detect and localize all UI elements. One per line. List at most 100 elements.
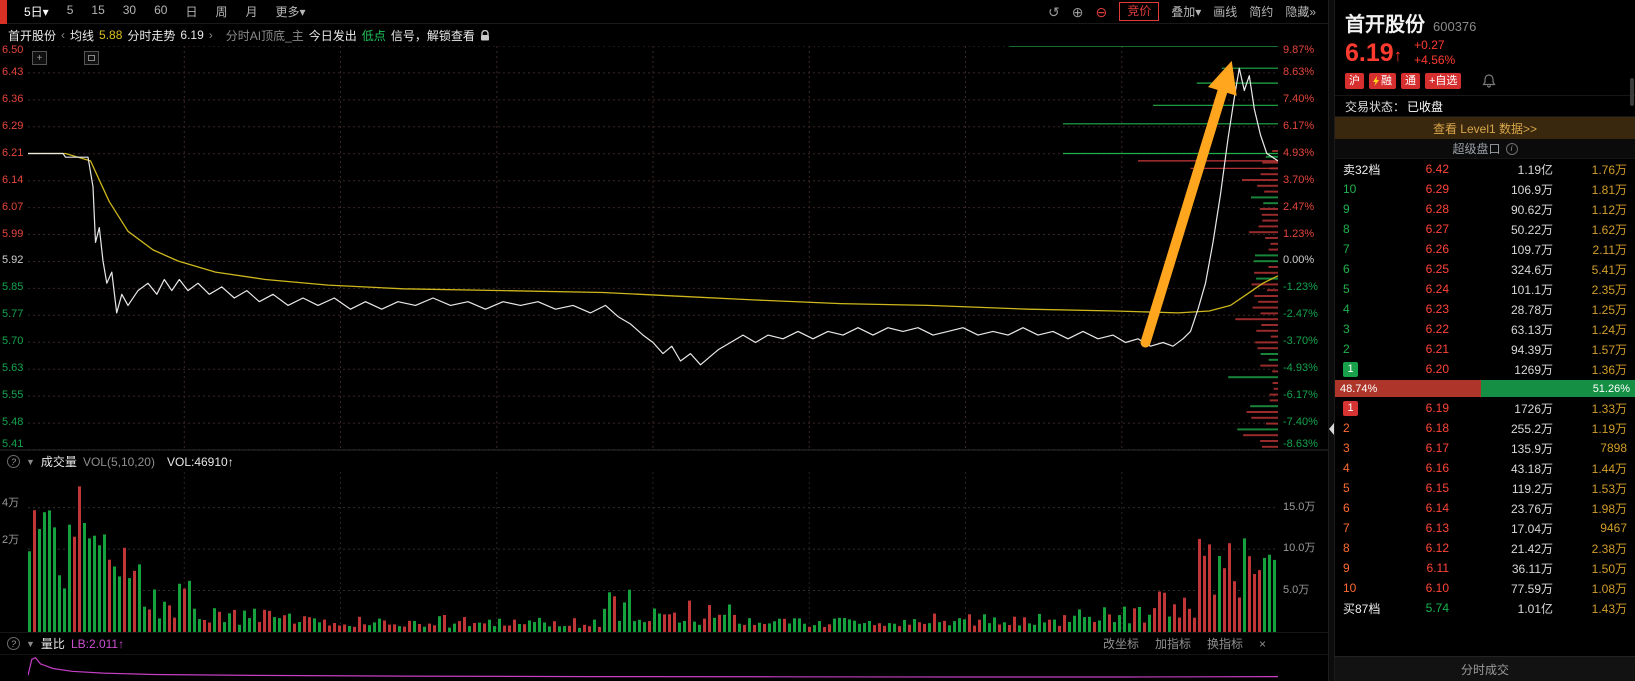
period-tab-3[interactable]: 30 <box>122 3 137 17</box>
period-tab-7[interactable]: 月 <box>245 5 258 19</box>
stock-code: 600376 <box>1433 19 1477 34</box>
buy-row[interactable]: 6 6.14 23.76万 1.98万 <box>1343 501 1627 516</box>
axis-label: 6.17% <box>1283 119 1315 132</box>
auction-button[interactable]: 竞价 <box>1119 2 1160 21</box>
volume-plot[interactable] <box>28 472 1278 632</box>
period-tab-4[interactable]: 60 <box>154 3 168 17</box>
top-toolbar: 5日▾ 5 15 30 60 日 周 月 更多▾ ↺ ⊕ ⊖ 竞价 叠加▾ 画线 简约 隐藏» <box>0 0 1328 24</box>
sell-row[interactable]: 5 6.24 101.1万 2.35万 <box>1343 282 1627 297</box>
tab-tick-trades[interactable]: 分时成交 <box>1335 656 1635 681</box>
volume-axis-label: 2万 <box>2 534 20 546</box>
draw-line-button[interactable]: 画线 <box>1213 5 1238 19</box>
next-indicator-arrow[interactable]: › <box>208 28 213 42</box>
period-tab-5[interactable]: 日 <box>185 5 198 19</box>
buy-row[interactable]: 3 6.17 135.9万 7898 <box>1343 441 1627 456</box>
zoom-out-icon[interactable]: ⊖ <box>1095 3 1108 20</box>
lb-value: LB:2.011↑ <box>70 636 125 651</box>
help-icon[interactable]: ? <box>7 637 20 650</box>
signal-text-pre: 今日发出 <box>308 28 357 43</box>
crosshair-tool-icon[interactable]: + <box>32 51 47 65</box>
sell-row[interactable]: 7 6.26 109.7万 2.11万 <box>1343 242 1627 257</box>
close-icon[interactable]: × <box>1258 636 1266 651</box>
panel-collapse-strip[interactable] <box>1328 0 1335 681</box>
panel-scrollbar[interactable] <box>1630 78 1634 106</box>
info-icon[interactable]: i <box>1505 142 1518 155</box>
axis-label: -6.17% <box>1283 389 1318 402</box>
footer-tool-1[interactable]: 加指标 <box>1154 637 1191 651</box>
sell-row[interactable]: 6 6.25 324.6万 5.41万 <box>1343 262 1627 277</box>
axis-label: 6.50 <box>2 44 24 56</box>
quote-panel: 首开股份 600376 6.19↑ +0.27 +4.56% 沪融通 +自选 交易… <box>1335 0 1635 681</box>
axis-label: 6.07 <box>2 200 24 213</box>
overlay-button[interactable]: 叠加▾ <box>1171 5 1202 19</box>
sell-row[interactable]: 8 6.27 50.22万 1.62万 <box>1343 222 1627 237</box>
period-tab-6[interactable]: 周 <box>215 5 228 19</box>
buy-row[interactable]: 7 6.13 17.04万 9467 <box>1343 521 1627 536</box>
axis-label: 6.14 <box>2 173 24 186</box>
percent-axis-right: 9.87% 8.63% 7.40% 6.17% 4.93% 3.70% 2.47% 1.23%… <box>1278 45 1328 450</box>
buy-row[interactable]: 4 6.16 43.18万 1.44万 <box>1343 461 1627 476</box>
status-label: 交易状态： <box>1345 99 1406 114</box>
buy-row[interactable]: 9 6.11 36.11万 1.50万 <box>1343 561 1627 576</box>
alert-bell-icon[interactable] <box>1482 73 1496 89</box>
axis-label: 5.77 <box>2 308 24 321</box>
sell-row[interactable]: 3 6.22 63.13万 1.24万 <box>1343 322 1627 337</box>
period-tab-0[interactable]: 5日▾ <box>24 5 49 19</box>
undo-icon[interactable]: ↺ <box>1048 3 1060 20</box>
axis-label: 5.92 <box>2 254 24 267</box>
price-row: 6.19↑ +0.27 +4.56% <box>1335 37 1635 68</box>
collapse-handle-icon[interactable] <box>1329 423 1334 435</box>
simple-mode-button[interactable]: 简约 <box>1249 5 1274 19</box>
lb-pane-header: ? ▼ 量比 LB:2.011↑ 改坐标 加指标 换指标 × <box>0 632 1328 654</box>
buy-row[interactable]: 8 6.12 21.42万 2.38万 <box>1343 541 1627 556</box>
axis-label: 5.63 <box>2 362 24 375</box>
buy-row[interactable]: 1 6.19 1726万 1.33万 <box>1335 398 1635 418</box>
app-logo-bar <box>0 0 7 24</box>
sell-summary-row[interactable]: 卖32档 6.42 1.19亿 1.76万 <box>1343 162 1627 177</box>
stock-title-row: 首开股份 600376 <box>1335 0 1635 37</box>
buy-summary-row[interactable]: 买87档 5.74 1.01亿 1.43万 <box>1343 601 1627 616</box>
market-badge-2[interactable]: 通 <box>1401 73 1420 89</box>
hide-button[interactable]: 隐藏» <box>1285 5 1316 19</box>
sell-row[interactable]: 4 6.23 28.78万 1.25万 <box>1343 302 1627 317</box>
market-badge-0[interactable]: 沪 <box>1345 73 1364 89</box>
footer-tool-0[interactable]: 改坐标 <box>1102 637 1139 651</box>
sell-row[interactable]: 1 6.20 1269万 1.36万 <box>1335 359 1635 379</box>
axis-label: -8.63% <box>1283 438 1318 450</box>
volume-axis-label: 4万 <box>2 497 20 509</box>
market-badge-3[interactable]: +自选 <box>1425 73 1462 89</box>
help-icon[interactable]: ? <box>7 455 20 468</box>
period-tab-1[interactable]: 5 <box>66 3 74 17</box>
prev-indicator-arrow[interactable]: ‹ <box>61 28 66 42</box>
zoom-in-icon[interactable]: ⊕ <box>1071 3 1084 20</box>
stock-name: 首开股份 <box>1345 14 1425 36</box>
axis-label: 5.41 <box>2 438 24 450</box>
signal-text-post[interactable]: 信号，解锁查看 <box>390 28 475 43</box>
period-tab-2[interactable]: 15 <box>91 3 105 17</box>
axis-label: 4.93% <box>1283 146 1315 159</box>
sell-row[interactable]: 2 6.21 94.39万 1.57万 <box>1343 342 1627 357</box>
period-tab-8[interactable]: 更多▾ <box>275 5 306 19</box>
footer-tool-2[interactable]: 换指标 <box>1206 637 1243 651</box>
up-arrow-icon: ↑ <box>1393 45 1403 65</box>
pane-tool-icon[interactable] <box>84 51 99 65</box>
axis-label: -2.47% <box>1283 308 1318 321</box>
intraday-price-chart[interactable]: 6.50 6.43 6.36 6.29 6.21 6.14 6.07 5.99 5.92 5.85… <box>0 44 1328 450</box>
volume-chart[interactable]: 4万 2万 15.0万 10.0万 5.0万 <box>0 472 1328 632</box>
market-badge-1[interactable]: 融 <box>1369 73 1396 89</box>
buy-row[interactable]: 2 6.18 255.2万 1.19万 <box>1343 421 1627 436</box>
chevron-down-icon[interactable]: ▼ <box>26 638 35 649</box>
level1-banner[interactable]: 查看 Level1 数据>> <box>1335 117 1635 139</box>
buy-row[interactable]: 5 6.15 119.2万 1.53万 <box>1343 481 1627 496</box>
volume-axis-label: 15.0万 <box>1283 500 1316 513</box>
buy-row[interactable]: 10 6.10 77.59万 1.08万 <box>1343 581 1627 596</box>
axis-label: 7.40% <box>1283 92 1315 105</box>
price-plot[interactable] <box>28 46 1278 450</box>
sell-row[interactable]: 10 6.29 106.9万 1.81万 <box>1343 182 1627 197</box>
volume-axis-right: 15.0万 10.0万 5.0万 <box>1278 472 1328 632</box>
sell-row[interactable]: 9 6.28 90.62万 1.12万 <box>1343 202 1627 217</box>
chevron-down-icon[interactable]: ▼ <box>26 456 35 467</box>
price-change: +0.27 +4.56% <box>1414 38 1455 68</box>
status-value: 已收盘 <box>1407 99 1444 114</box>
lb-indicator-strip[interactable] <box>0 654 1328 681</box>
